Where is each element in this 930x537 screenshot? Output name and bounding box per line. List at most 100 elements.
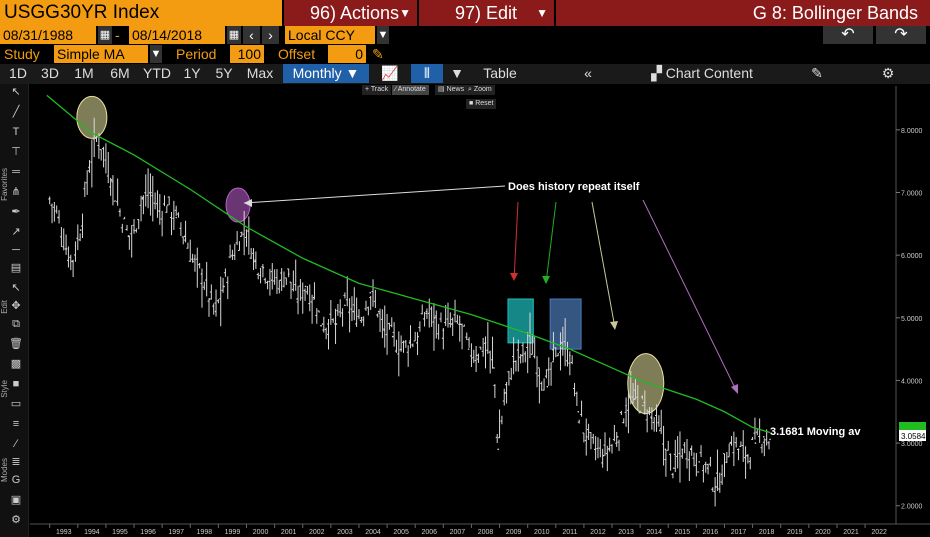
range-1m[interactable]: 1M bbox=[74, 65, 94, 81]
prev-period-button[interactable]: ‹ bbox=[243, 26, 260, 44]
price-point bbox=[698, 461, 700, 463]
fill-icon[interactable]: ■ bbox=[12, 378, 20, 390]
pitchfork-icon[interactable]: ⋔ bbox=[11, 186, 21, 198]
gear-icon[interactable]: ⚙ bbox=[881, 65, 895, 81]
chevron-down-icon[interactable]: ▼ bbox=[450, 65, 464, 81]
reset-button[interactable]: ■ Reset bbox=[466, 99, 497, 109]
fib-tool-icon[interactable]: ⊤ bbox=[11, 146, 21, 158]
range-1y[interactable]: 1Y bbox=[183, 65, 201, 81]
x-tick-label: 2009 bbox=[506, 529, 522, 536]
line-chart-icon[interactable]: 📈 bbox=[381, 65, 399, 81]
color-icon[interactable]: ▩ bbox=[10, 358, 22, 370]
cursor-icon[interactable]: ↖ bbox=[11, 86, 21, 98]
arrowhead bbox=[542, 276, 550, 284]
x-tick-label: 2010 bbox=[534, 529, 550, 536]
arrowhead bbox=[610, 321, 618, 330]
ruler-icon[interactable]: ▤ bbox=[10, 262, 22, 274]
gear-icon[interactable]: ⚙ bbox=[11, 514, 21, 526]
price-point bbox=[158, 210, 161, 213]
highlight-circle bbox=[225, 187, 251, 223]
range-max[interactable]: Max bbox=[246, 65, 274, 81]
date-separator: - bbox=[115, 27, 120, 43]
line-style-icon[interactable]: ≡ bbox=[12, 418, 20, 430]
copy-icon[interactable]: ⧉ bbox=[12, 318, 20, 330]
track-button[interactable]: + Track bbox=[362, 85, 392, 95]
news-button[interactable]: ▤ News bbox=[435, 85, 468, 95]
price-point bbox=[335, 323, 338, 325]
trash-icon[interactable]: 🗑 bbox=[9, 338, 23, 350]
period-label: Period bbox=[176, 46, 217, 62]
y-tick-label: 3.0000 bbox=[901, 441, 923, 448]
mode-icon[interactable]: ≣ bbox=[11, 456, 21, 468]
line-tool-icon[interactable]: ╱ bbox=[12, 106, 20, 118]
annotate-button[interactable]: ∕ Annotate bbox=[392, 85, 429, 95]
price-point bbox=[616, 436, 619, 438]
moving-average-line bbox=[46, 94, 771, 434]
range-3d[interactable]: 3D bbox=[41, 65, 59, 81]
price-point bbox=[706, 467, 709, 469]
next-period-button[interactable]: › bbox=[262, 26, 279, 44]
price-point bbox=[223, 285, 225, 288]
g-mode-icon[interactable]: G bbox=[11, 474, 21, 486]
redo-button[interactable]: ↷ bbox=[876, 26, 926, 44]
move-icon[interactable]: ✥ bbox=[11, 300, 21, 312]
currency-field[interactable]: Local CCY bbox=[285, 26, 375, 44]
actions-menu[interactable]: 96) Actions ▼ bbox=[284, 0, 417, 26]
start-date-field[interactable]: 08/31/1988 bbox=[0, 26, 96, 44]
price-point bbox=[737, 448, 740, 451]
offset-label: Offset bbox=[278, 46, 316, 62]
brush-icon[interactable]: ✒ bbox=[11, 206, 21, 218]
price-point bbox=[642, 404, 644, 407]
channel-tool-icon[interactable]: ═ bbox=[12, 166, 20, 178]
chart-icon: ▞ bbox=[651, 65, 666, 81]
range-1d[interactable]: 1D bbox=[9, 65, 27, 81]
frequency-dropdown[interactable]: Monthly ▼ bbox=[283, 64, 369, 83]
pencil-icon[interactable]: ✎ bbox=[372, 46, 384, 62]
chart-content-label: Chart Content bbox=[665, 65, 753, 81]
calendar-icon[interactable]: ▦ bbox=[227, 26, 241, 44]
candle-chart-icon[interactable]: ⫴ bbox=[411, 64, 443, 83]
hline-tool-icon[interactable]: ─ bbox=[12, 244, 20, 256]
ticker-field[interactable]: USGG30YR Index bbox=[0, 0, 282, 26]
table-button[interactable]: Table bbox=[483, 65, 517, 81]
range-5y[interactable]: 5Y bbox=[215, 65, 233, 81]
x-tick-label: 2017 bbox=[731, 529, 747, 536]
track-icon: + bbox=[365, 86, 371, 93]
pen-mode-icon[interactable]: ∕ bbox=[15, 438, 17, 450]
collapse-left-icon[interactable]: « bbox=[584, 65, 592, 81]
undo-button[interactable]: ↶ bbox=[823, 26, 873, 44]
arrow-tool-icon[interactable]: ↗ bbox=[11, 226, 21, 238]
edit-label: 97) Edit bbox=[455, 3, 518, 23]
annotation-text: Does history repeat itself bbox=[508, 181, 640, 193]
price-point bbox=[183, 235, 186, 238]
range-ytd[interactable]: YTD bbox=[143, 65, 171, 81]
edit-menu[interactable]: 97) Edit ▼ bbox=[419, 0, 554, 26]
price-point bbox=[175, 216, 178, 219]
price-point bbox=[493, 367, 495, 369]
chart-content-button[interactable]: ▞ Chart Content bbox=[642, 64, 762, 83]
offset-field[interactable]: 0 bbox=[328, 45, 366, 63]
chevron-down-icon[interactable]: ▼ bbox=[150, 45, 162, 63]
x-axis: 1993 1994 1995 1996 1997 1998 1999 2000 2001 2002… bbox=[30, 523, 930, 536]
x-tick-label: 1993 bbox=[56, 529, 72, 536]
edit-chart-icon[interactable]: ✎ bbox=[811, 65, 823, 81]
chevron-down-icon[interactable]: ▼ bbox=[377, 26, 389, 44]
period-field[interactable]: 100 bbox=[230, 45, 264, 63]
price-point bbox=[608, 448, 611, 451]
price-point bbox=[497, 448, 499, 451]
y-tick-label: 5.0000 bbox=[901, 316, 923, 323]
price-point bbox=[240, 235, 242, 238]
x-tick-label: 2003 bbox=[337, 529, 353, 536]
zoom-button[interactable]: ⌕ Zoom bbox=[465, 85, 495, 95]
style-icon[interactable]: ▭ bbox=[10, 398, 22, 410]
layers-icon[interactable]: ▣ bbox=[10, 494, 22, 506]
y-axis: 2.0000 3.0000 4.0000 5.0000 6.0000 7.0000 8.00… bbox=[895, 86, 923, 524]
calendar-icon[interactable]: ▦ bbox=[98, 26, 112, 44]
end-date-field[interactable]: 08/14/2018 bbox=[129, 26, 225, 44]
price-point bbox=[569, 354, 571, 357]
price-point bbox=[512, 360, 515, 363]
text-tool-icon[interactable]: T bbox=[12, 126, 20, 138]
study-field[interactable]: Simple MA bbox=[54, 45, 148, 63]
range-6m[interactable]: 6M bbox=[110, 65, 130, 81]
select-icon[interactable]: ↖ bbox=[11, 282, 21, 294]
